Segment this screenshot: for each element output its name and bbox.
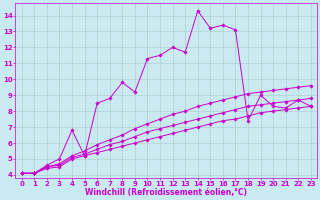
X-axis label: Windchill (Refroidissement éolien,°C): Windchill (Refroidissement éolien,°C) [85, 188, 247, 197]
